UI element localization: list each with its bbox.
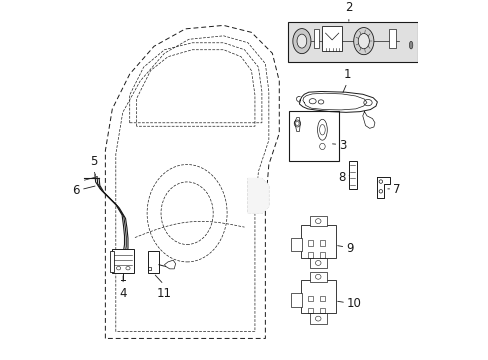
Text: 8: 8 xyxy=(337,171,345,184)
Polygon shape xyxy=(362,112,374,129)
Bar xyxy=(309,258,326,268)
Text: 11: 11 xyxy=(156,287,171,300)
Bar xyxy=(309,314,326,324)
Bar xyxy=(109,251,114,272)
Text: 6: 6 xyxy=(72,184,80,197)
Bar xyxy=(147,252,159,273)
Bar xyxy=(300,280,335,314)
Bar xyxy=(290,238,301,252)
Bar xyxy=(307,296,313,301)
Polygon shape xyxy=(247,179,268,213)
Bar xyxy=(287,22,418,62)
Bar xyxy=(309,271,326,282)
Ellipse shape xyxy=(353,28,373,55)
Bar xyxy=(300,225,335,258)
Text: 10: 10 xyxy=(346,297,361,310)
Text: 4: 4 xyxy=(119,287,126,300)
Polygon shape xyxy=(376,177,389,198)
Bar xyxy=(319,308,325,314)
Bar xyxy=(307,240,313,246)
Polygon shape xyxy=(296,96,300,102)
Text: 7: 7 xyxy=(392,183,400,197)
Ellipse shape xyxy=(317,119,326,140)
Polygon shape xyxy=(164,260,175,269)
Ellipse shape xyxy=(408,41,412,49)
Text: 9: 9 xyxy=(346,242,353,255)
Bar xyxy=(319,296,325,301)
Ellipse shape xyxy=(292,28,310,54)
Text: 5: 5 xyxy=(90,155,97,168)
Bar xyxy=(313,29,319,48)
Ellipse shape xyxy=(296,34,306,48)
Bar xyxy=(288,111,339,161)
Bar xyxy=(322,26,342,51)
Bar xyxy=(348,161,356,189)
Bar xyxy=(112,249,134,273)
Bar xyxy=(307,252,313,258)
Bar xyxy=(319,240,325,246)
Polygon shape xyxy=(294,118,300,131)
Bar xyxy=(290,293,301,307)
Polygon shape xyxy=(299,91,377,112)
Bar xyxy=(388,29,395,48)
Bar xyxy=(307,308,313,314)
Bar xyxy=(309,216,326,226)
Ellipse shape xyxy=(358,33,368,49)
Text: 2: 2 xyxy=(345,1,352,14)
Text: 3: 3 xyxy=(338,139,346,152)
Text: 1: 1 xyxy=(343,68,350,81)
Bar xyxy=(319,252,325,258)
